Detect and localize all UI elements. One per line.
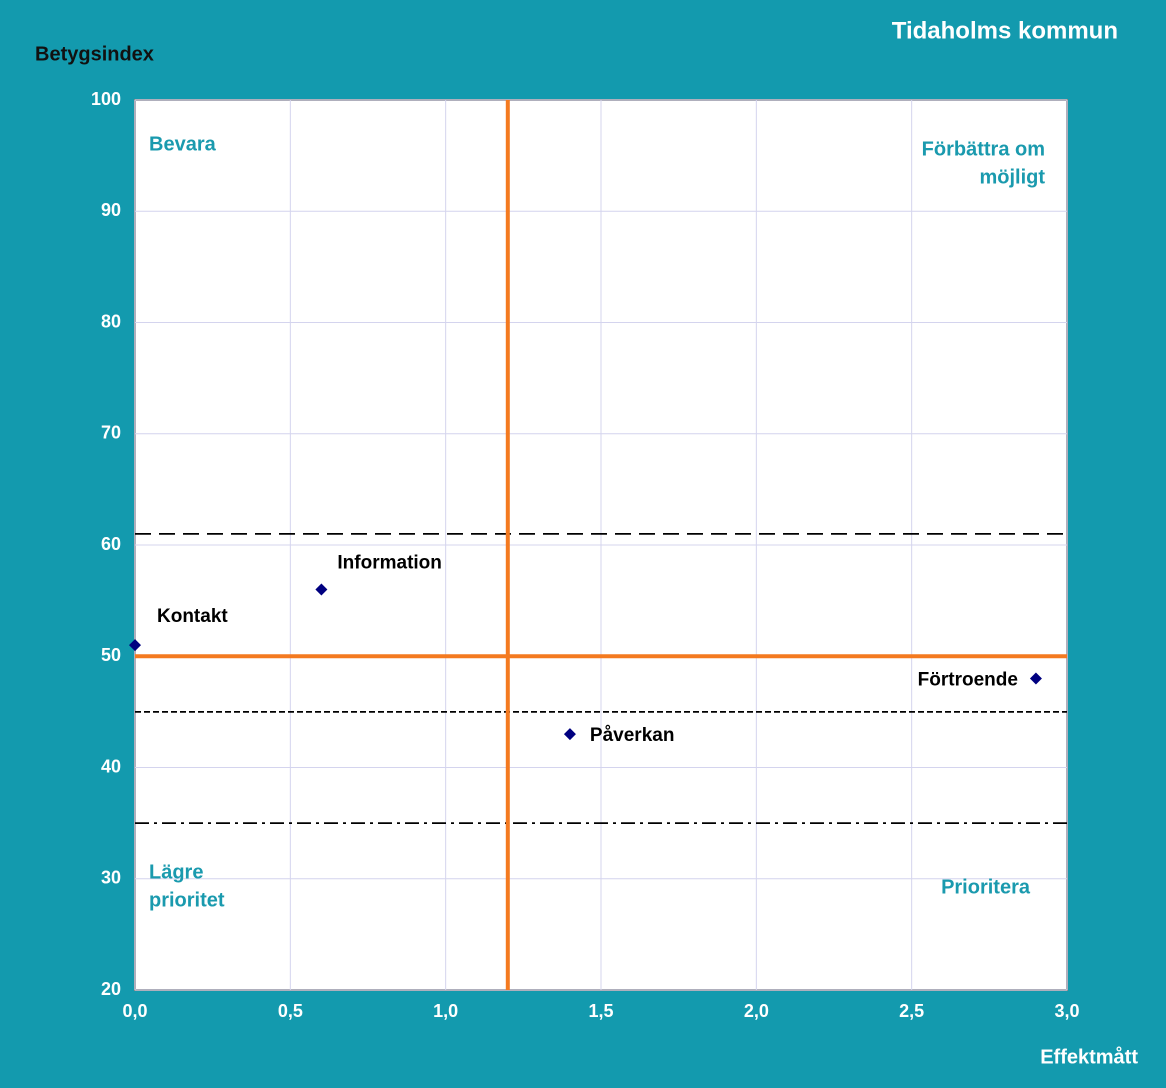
point xyxy=(1029,672,1042,685)
point-label: Påverkan xyxy=(590,725,675,746)
y-tick-label: 50 xyxy=(101,645,121,665)
point xyxy=(315,583,328,596)
quadrant-label: Lägre xyxy=(149,861,203,883)
x-axis-label: Effektmått xyxy=(1040,1045,1138,1068)
quadrant-label: prioritet xyxy=(149,889,225,911)
quadrant-label: möjligt xyxy=(979,166,1045,188)
x-tick-label: 3,0 xyxy=(1054,1001,1079,1021)
point-label: Förtroende xyxy=(918,670,1018,691)
x-tick-label: 2,0 xyxy=(744,1001,769,1021)
y-tick-label: 90 xyxy=(101,200,121,220)
x-tick-label: 0,5 xyxy=(278,1001,303,1021)
y-tick-label: 40 xyxy=(101,756,121,776)
point xyxy=(563,728,576,741)
point-label: Kontakt xyxy=(157,606,228,627)
x-tick-label: 0,0 xyxy=(122,1001,147,1021)
point xyxy=(129,639,141,652)
y-tick-label: 100 xyxy=(91,89,121,109)
x-tick-label: 1,0 xyxy=(433,1001,458,1021)
x-tick-label: 1,5 xyxy=(588,1001,613,1021)
point-label: Information xyxy=(337,553,442,574)
y-axis-label: Betygsindex xyxy=(35,43,154,65)
x-tick-label: 2,5 xyxy=(899,1001,924,1021)
quadrant-label: Prioritera xyxy=(941,876,1031,898)
y-tick-label: 30 xyxy=(101,868,121,888)
quadrant-label: Förbättra om xyxy=(922,138,1045,160)
y-tick-label: 20 xyxy=(101,979,121,999)
y-tick-label: 60 xyxy=(101,534,121,554)
y-tick-label: 70 xyxy=(101,423,121,443)
y-tick-label: 80 xyxy=(101,311,121,331)
quadrant-label: Bevara xyxy=(149,133,217,155)
chart-title: Tidaholms kommun xyxy=(892,17,1118,44)
